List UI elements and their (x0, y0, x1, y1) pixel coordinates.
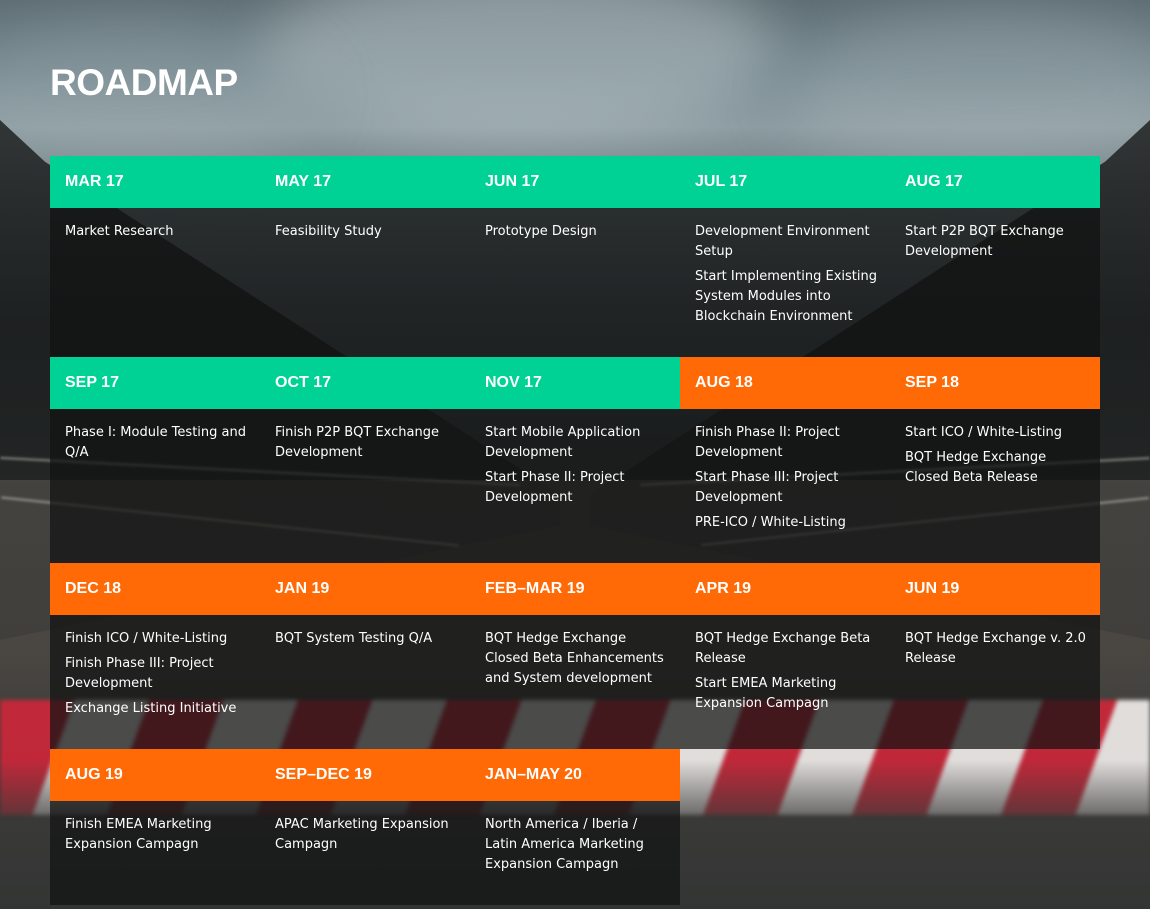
milestone-card: FEB–MAR 19 BQT Hedge Exchange Closed Bet… (470, 563, 680, 749)
milestone-tasks: Start ICO / White-Listing BQT Hedge Exch… (890, 409, 1100, 563)
milestone-task: BQT Hedge Exchange Closed Beta Enhanceme… (485, 631, 664, 686)
milestone-tasks: Development Environment Setup Start Impl… (680, 208, 890, 357)
milestone-card: SEP 18 Start ICO / White-Listing BQT Hed… (890, 357, 1100, 563)
page-title: ROADMAP (50, 62, 238, 103)
milestone-card: JUL 17 Development Environment Setup Sta… (680, 156, 890, 357)
milestone-card: AUG 19 Finish EMEA Marketing Expansion C… (50, 749, 260, 905)
milestone-card: NOV 17 Start Mobile Application Developm… (470, 357, 680, 563)
milestone-card: DEC 18 Finish ICO / White-Listing Finish… (50, 563, 260, 749)
milestone-task: APAC Marketing Expansion Campagn (275, 817, 449, 852)
milestone-tasks: Finish Phase II: Project Development Sta… (680, 409, 890, 563)
milestone-task: Finish Phase II: Project Development (695, 425, 840, 460)
milestone-tasks: North America / Iberia / Latin America M… (470, 801, 680, 905)
milestone-card: AUG 17 Start P2P BQT Exchange Developmen… (890, 156, 1100, 357)
milestone-date: JAN–MAY 20 (470, 749, 680, 801)
milestone-date: FEB–MAR 19 (470, 563, 680, 615)
milestone-task: Start Phase II: Project Development (485, 470, 625, 505)
milestone-tasks: BQT Hedge Exchange Beta Release Start EM… (680, 615, 890, 749)
milestone-task: Start P2P BQT Exchange Development (905, 224, 1064, 259)
milestone-date: NOV 17 (470, 357, 680, 409)
milestone-task: PRE-ICO / White-Listing (695, 515, 846, 530)
roadmap-grid: MAR 17 Market Research MAY 17 Feasibilit… (50, 156, 1100, 905)
roadmap-row: DEC 18 Finish ICO / White-Listing Finish… (50, 563, 1100, 749)
milestone-task: BQT System Testing Q/A (275, 631, 433, 646)
milestone-tasks: Finish EMEA Marketing Expansion Campagn (50, 801, 260, 905)
milestone-tasks: BQT System Testing Q/A (260, 615, 470, 749)
milestone-card: JUN 17 Prototype Design (470, 156, 680, 357)
milestone-tasks: Market Research (50, 208, 260, 357)
milestone-date: JUN 19 (890, 563, 1100, 615)
milestone-task: Finish EMEA Marketing Expansion Campagn (65, 817, 212, 852)
milestone-date: SEP 17 (50, 357, 260, 409)
milestone-task: Start EMEA Marketing Expansion Campagn (695, 676, 837, 711)
milestone-tasks: Finish P2P BQT Exchange Development (260, 409, 470, 563)
milestone-tasks: Feasibility Study (260, 208, 470, 357)
milestone-task: Finish ICO / White-Listing (65, 631, 228, 646)
milestone-date: AUG 19 (50, 749, 260, 801)
milestone-date: MAR 17 (50, 156, 260, 208)
milestone-date: SEP 18 (890, 357, 1100, 409)
milestone-card: MAY 17 Feasibility Study (260, 156, 470, 357)
milestone-task: Development Environment Setup (695, 224, 870, 259)
milestone-card: JUN 19 BQT Hedge Exchange v. 2.0 Release (890, 563, 1100, 749)
roadmap-row: AUG 19 Finish EMEA Marketing Expansion C… (50, 749, 680, 905)
milestone-date: AUG 17 (890, 156, 1100, 208)
milestone-card: SEP–DEC 19 APAC Marketing Expansion Camp… (260, 749, 470, 905)
milestone-task: Market Research (65, 224, 174, 239)
milestone-date: OCT 17 (260, 357, 470, 409)
milestone-card: MAR 17 Market Research (50, 156, 260, 357)
milestone-tasks: Finish ICO / White-Listing Finish Phase … (50, 615, 260, 749)
milestone-task: Start ICO / White-Listing (905, 425, 1062, 440)
milestone-task: BQT Hedge Exchange v. 2.0 Release (905, 631, 1086, 666)
milestone-task: Exchange Listing Initiative (65, 701, 237, 716)
milestone-card: OCT 17 Finish P2P BQT Exchange Developme… (260, 357, 470, 563)
milestone-task: Phase I: Module Testing and Q/A (65, 425, 246, 460)
milestone-card: JAN–MAY 20 North America / Iberia / Lati… (470, 749, 680, 905)
milestone-tasks: APAC Marketing Expansion Campagn (260, 801, 470, 905)
roadmap-row: SEP 17 Phase I: Module Testing and Q/A O… (50, 357, 1100, 563)
milestone-tasks: Start Mobile Application Development Sta… (470, 409, 680, 563)
milestone-task: Start Implementing Existing System Modul… (695, 269, 877, 324)
milestone-date: AUG 18 (680, 357, 890, 409)
milestone-date: APR 19 (680, 563, 890, 615)
milestone-tasks: Phase I: Module Testing and Q/A (50, 409, 260, 563)
roadmap-row: MAR 17 Market Research MAY 17 Feasibilit… (50, 156, 1100, 357)
milestone-tasks: BQT Hedge Exchange v. 2.0 Release (890, 615, 1100, 749)
milestone-tasks: BQT Hedge Exchange Closed Beta Enhanceme… (470, 615, 680, 749)
milestone-card: AUG 18 Finish Phase II: Project Developm… (680, 357, 890, 563)
milestone-date: MAY 17 (260, 156, 470, 208)
milestone-task: BQT Hedge Exchange Closed Beta Release (905, 450, 1047, 485)
milestone-task: Prototype Design (485, 224, 597, 239)
milestone-date: JUL 17 (680, 156, 890, 208)
milestone-task: Start Mobile Application Development (485, 425, 641, 460)
milestone-date: JUN 17 (470, 156, 680, 208)
milestone-tasks: Prototype Design (470, 208, 680, 357)
milestone-card: SEP 17 Phase I: Module Testing and Q/A (50, 357, 260, 563)
milestone-card: JAN 19 BQT System Testing Q/A (260, 563, 470, 749)
milestone-task: Start Phase III: Project Development (695, 470, 839, 505)
milestone-task: BQT Hedge Exchange Beta Release (695, 631, 871, 666)
milestone-task: Finish Phase III: Project Development (65, 656, 214, 691)
milestone-date: DEC 18 (50, 563, 260, 615)
milestone-date: JAN 19 (260, 563, 470, 615)
milestone-task: Finish P2P BQT Exchange Development (275, 425, 439, 460)
milestone-task: North America / Iberia / Latin America M… (485, 817, 644, 872)
milestone-task: Feasibility Study (275, 224, 382, 239)
milestone-date: SEP–DEC 19 (260, 749, 470, 801)
milestone-card: APR 19 BQT Hedge Exchange Beta Release S… (680, 563, 890, 749)
milestone-tasks: Start P2P BQT Exchange Development (890, 208, 1100, 357)
